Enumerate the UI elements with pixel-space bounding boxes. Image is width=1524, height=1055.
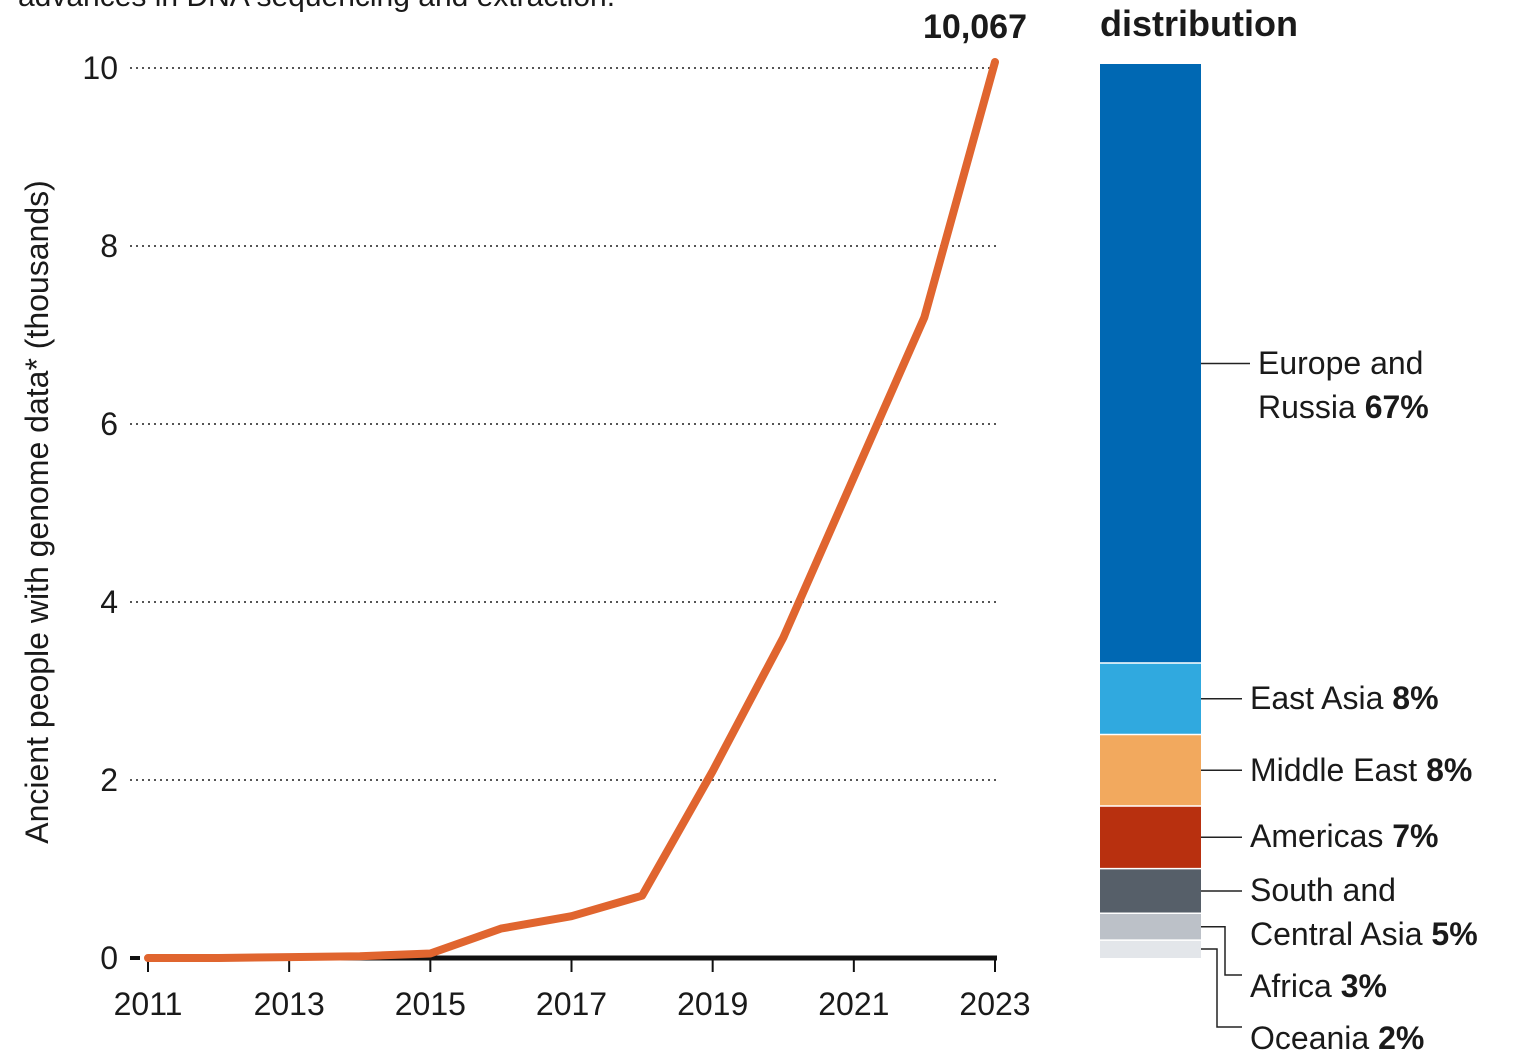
distribution-chart: distribution Europe and Russia 67% East As… xyxy=(1100,3,1478,1055)
segment-4 xyxy=(1100,868,1201,914)
y-tick-label: 8 xyxy=(100,228,118,264)
segment-label-line2: Russia xyxy=(1258,389,1365,425)
y-tick-label: 10 xyxy=(82,50,118,86)
segment-pct: 67% xyxy=(1365,389,1429,425)
segment-labels: Europe and Russia 67%East Asia 8%Middle E… xyxy=(1201,345,1478,1055)
segment-label: Africa 3% xyxy=(1250,968,1387,1004)
y-tick-label: 2 xyxy=(100,762,118,798)
stacked-bar xyxy=(1100,64,1201,958)
segment-name: Africa xyxy=(1250,968,1341,1004)
segment-name: Oceania xyxy=(1250,1020,1378,1055)
subtitle-fragment: advances in DNA sequencing and extractio… xyxy=(18,0,615,13)
segment-label: Oceania 2% xyxy=(1250,1020,1424,1055)
segment-3 xyxy=(1100,806,1201,869)
y-tick-label: 0 xyxy=(100,940,118,976)
segment-label: Americas 7% xyxy=(1250,818,1439,854)
segment-label-line1: South and xyxy=(1250,872,1396,908)
series-line xyxy=(144,58,999,962)
x-axis-ticks: 2011 2013 2015 2017 2019 2021 2023 xyxy=(114,958,1031,1022)
leader-line xyxy=(1201,948,1242,1028)
x-tick-label: 2023 xyxy=(959,986,1030,1022)
segment-pct: 8% xyxy=(1426,752,1472,788)
segment-name: East Asia xyxy=(1250,680,1392,716)
x-tick-label: 2013 xyxy=(254,986,325,1022)
segment-5 xyxy=(1100,913,1201,941)
segment-label: Europe and Russia 67% xyxy=(1258,345,1429,425)
segment-pct: 7% xyxy=(1392,818,1438,854)
y-tick-label: 4 xyxy=(100,584,118,620)
segment-1 xyxy=(1100,662,1201,735)
segment-2 xyxy=(1100,734,1201,807)
segment-pct: 2% xyxy=(1378,1020,1424,1055)
segment-label: South and Central Asia 5% xyxy=(1250,872,1478,952)
x-tick-label: 2017 xyxy=(536,986,607,1022)
segment-label-line1: Europe and xyxy=(1258,345,1423,381)
distribution-title: distribution xyxy=(1100,3,1298,44)
segment-name: Americas xyxy=(1250,818,1392,854)
segment-6 xyxy=(1100,940,1201,958)
segment-pct: 3% xyxy=(1341,968,1387,1004)
segment-label: Middle East 8% xyxy=(1250,752,1472,788)
x-tick-label: 2015 xyxy=(395,986,466,1022)
leader-line xyxy=(1201,925,1242,976)
segment-0 xyxy=(1100,64,1201,663)
segment-pct: 5% xyxy=(1431,916,1477,952)
line-chart: 0 2 4 6 8 10 2011 2013 2015 2017 2019 2021 2023 Anc… xyxy=(19,8,1031,1022)
segment-pct: 8% xyxy=(1392,680,1438,716)
segment-label: East Asia 8% xyxy=(1250,680,1439,716)
y-axis-label: Ancient people with genome data* (thousa… xyxy=(19,180,55,844)
x-tick-label: 2011 xyxy=(114,986,183,1022)
segment-label-line2: Central Asia xyxy=(1250,916,1431,952)
end-value-label: 10,067 xyxy=(923,8,1027,46)
y-axis-ticks: 0 2 4 6 8 10 xyxy=(82,50,140,976)
x-tick-label: 2021 xyxy=(818,986,889,1022)
segment-name: Middle East xyxy=(1250,752,1426,788)
x-tick-label: 2019 xyxy=(677,986,748,1022)
gridlines xyxy=(130,67,997,781)
y-tick-label: 6 xyxy=(100,406,118,442)
series-polyline xyxy=(144,58,999,962)
